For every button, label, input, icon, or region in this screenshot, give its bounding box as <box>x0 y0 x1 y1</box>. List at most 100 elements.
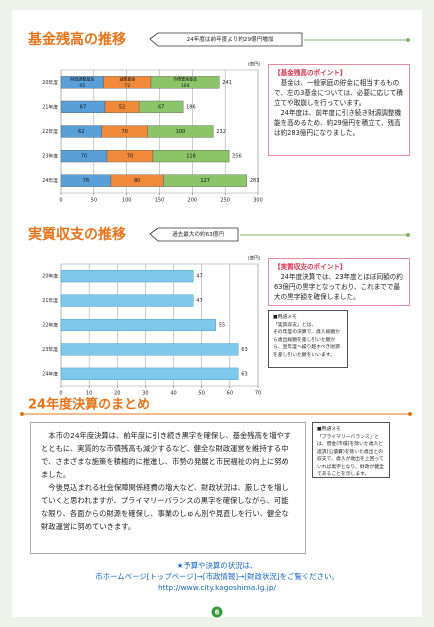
memo-text: その年度の決算で、歳入総額から歳出総額を差し引いた額から、翌年度へ繰り越すべき財… <box>273 330 340 358</box>
total-label: 232 <box>216 129 226 135</box>
legend-label: 財政調整基金 <box>70 75 94 81</box>
callout-text: 過去最大の約63億円 <box>172 230 224 238</box>
y-tick-label: 22年度 <box>42 322 58 329</box>
bar-segment <box>150 76 220 89</box>
x-tick-label: 300 <box>253 198 263 204</box>
x-tick-label: 10 <box>86 391 92 397</box>
x-tick-label: 200 <box>188 198 198 204</box>
point-text: 基金は、一般家庭の貯金に相当するもので、左の3基金については、必要に応じて積立て… <box>274 79 403 107</box>
x-tick-label: 20 <box>114 391 120 397</box>
x-tick-label: 60 <box>227 391 233 397</box>
bar-segment <box>147 125 214 138</box>
heading-dot <box>406 38 410 42</box>
section-title: 実質収支の推移 <box>28 226 126 243</box>
callout <box>149 227 239 242</box>
footer-url[interactable]: http://www.city.kagoshima.lg.jp/ <box>157 583 276 592</box>
y-tick-label: 23年度 <box>42 153 58 160</box>
balance-memo: ■用語メモ 「実質収支」とは、 その年度の決算で、歳入総額から歳出総額を差し引い… <box>268 310 348 368</box>
value-label: 127 <box>200 178 210 184</box>
y-tick-label: 20年度 <box>42 273 58 280</box>
bar <box>60 343 239 356</box>
value-label: 70 <box>122 129 128 135</box>
section-title: 基金残高の推移 <box>28 31 126 48</box>
summary-text: 本市の24年度決算は、前年度に引き続き黒字を確保し、基金残高を増やすとともに、実… <box>41 431 292 479</box>
value-label: 63 <box>241 371 247 377</box>
legend-label: 減債基金 <box>119 75 135 81</box>
x-tick-label: 40 <box>170 391 176 397</box>
value-label: 47 <box>196 274 202 280</box>
callout-text: 24年度は前年度より約29億円増加 <box>187 35 274 43</box>
value-label: 65 <box>79 83 85 89</box>
x-tick-label: 50 <box>91 198 97 204</box>
bar <box>60 318 216 332</box>
x-tick-label: 0 <box>59 198 62 204</box>
callout <box>149 32 303 47</box>
value-label: 67 <box>158 104 164 110</box>
heading-dot <box>408 412 412 416</box>
page-number-badge <box>211 606 223 618</box>
x-tick-label: 250 <box>220 198 230 204</box>
fund-point: 【基金残高のポイント】 基金は、一般家庭の貯金に相当するもので、左の3基金につい… <box>268 64 410 156</box>
value-label: 62 <box>78 129 84 135</box>
point-title: 【基金残高のポイント】 <box>274 69 347 77</box>
bar <box>60 270 194 283</box>
summary-memo: ■用語メモ 「プライマリーバランス」とは、借金(市債)を除いた歳入と返済(公債費… <box>312 422 390 478</box>
memo-title: ■用語メモ <box>273 315 297 320</box>
value-label: 63 <box>241 347 247 353</box>
footer-note: ★予算や決算の状況は、 <box>176 561 258 570</box>
charts: (億円)0 50 100 150 200 250 30020年度財政調整基金65減債基金72… <box>42 61 262 397</box>
bar <box>60 294 194 307</box>
bar-segment <box>152 149 230 163</box>
heading-dot <box>406 233 410 237</box>
value-label: 47 <box>196 298 202 304</box>
total-label: 241 <box>222 80 232 86</box>
heading-dot <box>20 412 24 416</box>
value-label: 70 <box>81 154 87 160</box>
y-tick-label: 22年度 <box>42 128 58 135</box>
summary-text: 今後見込まれる社会保障関係経費の増大など、財政状況は、厳しさを増していくと思われ… <box>41 483 289 531</box>
y-tick-label: 20年度 <box>42 79 58 86</box>
x-tick-label: 30 <box>142 391 148 397</box>
unit-label: (億円) <box>248 255 261 262</box>
bar-segment <box>163 174 248 187</box>
value-label: 76 <box>83 178 89 184</box>
summary-box: 本市の24年度決算は、前年度に引き続き黒字を確保し、基金残高を増やすとともに、実… <box>30 422 306 554</box>
y-tick-label: 21年度 <box>42 297 58 304</box>
y-tick-label: 23年度 <box>42 346 58 353</box>
value-label: 55 <box>219 323 225 329</box>
memo-title: ■用語メモ <box>317 427 341 432</box>
value-label: 67 <box>80 104 86 110</box>
bar <box>60 367 239 380</box>
y-tick-label: 24年度 <box>42 370 58 377</box>
total-label: 256 <box>232 154 242 160</box>
point-title: 【実質収支のポイント】 <box>274 263 347 271</box>
x-tick-label: 100 <box>122 198 132 204</box>
memo-text: 「実質収支」とは、 <box>273 322 317 328</box>
value-label: 52 <box>119 104 125 110</box>
value-label: 116 <box>186 154 196 160</box>
total-label: 283 <box>250 178 260 184</box>
section-title: 24年度決算のまとめ <box>28 397 150 413</box>
value-label: 80 <box>134 178 140 184</box>
value-label: 100 <box>176 129 186 135</box>
memo-text: 「プライマリーバランス」とは、借金(市債)を除いた歳入と返済(公債費)を除いた歳… <box>317 434 384 478</box>
page-number: 6 <box>215 609 220 617</box>
y-tick-label: 24年度 <box>42 177 58 184</box>
footer-guide: 市ホームページ[トップページ]→[市政情報]→[財政状況]をご覧ください。 <box>95 572 339 581</box>
unit-label: (億円) <box>248 61 261 68</box>
x-tick-label: 150 <box>155 198 165 204</box>
point-text: 24年度は、前年度に引き続き財源調整機能を高めるため、約29億円を積立て、残高は… <box>274 109 402 137</box>
point-text: 24年度決算では、23年度とほぼ同額の約63億円の黒字となっており、これまでで最… <box>274 273 403 301</box>
value-label: 104 <box>181 83 190 89</box>
x-tick-label: 70 <box>255 391 261 397</box>
x-tick-label: 0 <box>59 391 62 397</box>
bar-segment <box>138 100 184 114</box>
value-label: 72 <box>124 83 130 89</box>
y-tick-label: 21年度 <box>42 103 58 110</box>
total-label: 186 <box>186 104 196 110</box>
value-label: 70 <box>127 154 133 160</box>
x-tick-label: 50 <box>199 391 205 397</box>
legend-label: 市債管理基金 <box>173 75 197 81</box>
balance-point: 【実質収支のポイント】 24年度決算では、23年度とほぼ同額の約63億円の黒字と… <box>268 258 410 306</box>
